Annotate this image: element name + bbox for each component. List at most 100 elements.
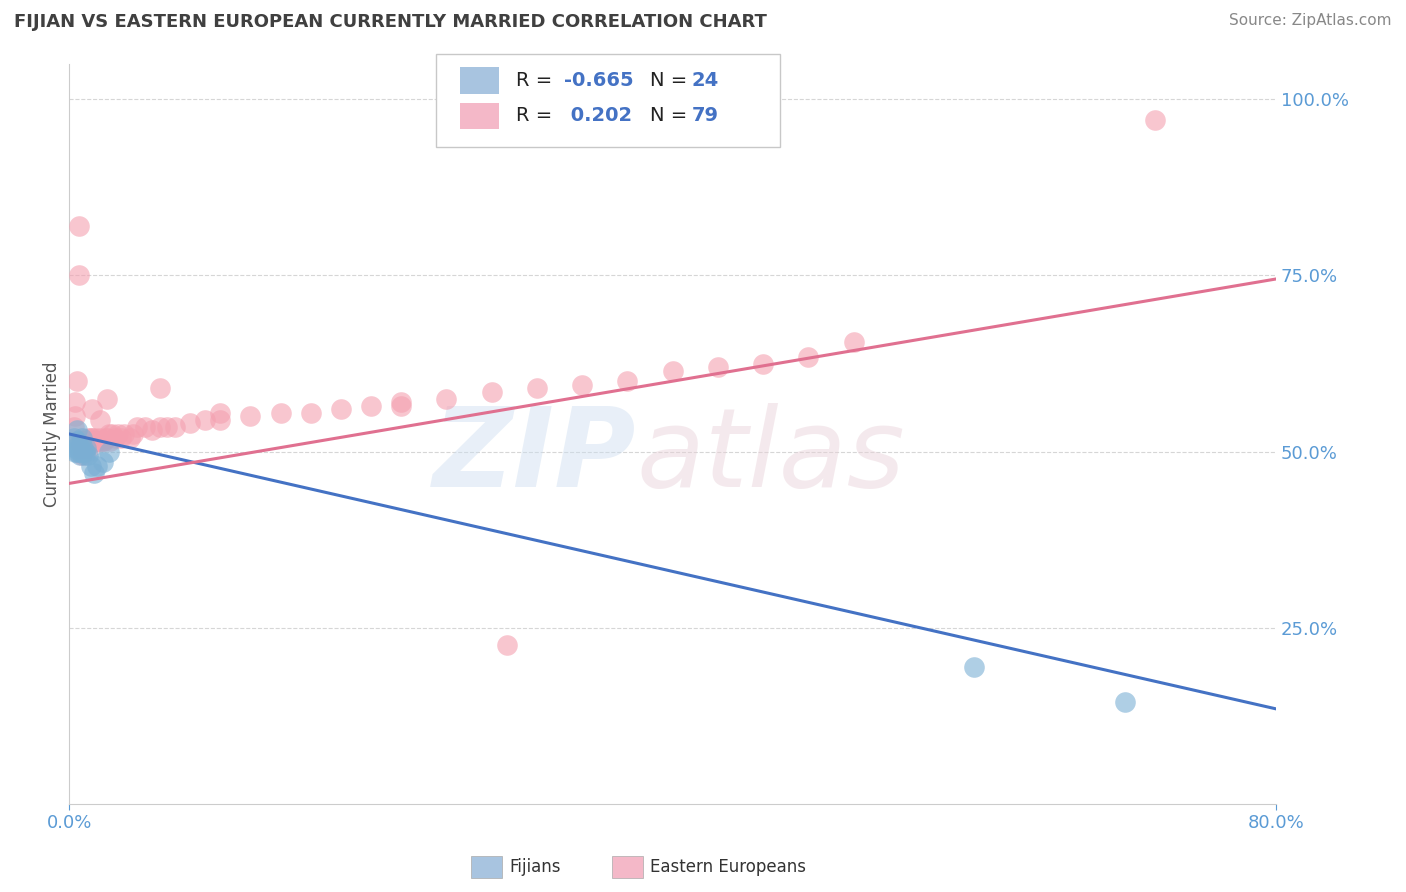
- Point: [73, 444, 96, 458]
- Point: [127, 420, 149, 434]
- Point: [67, 441, 90, 455]
- Point: [80, 402, 103, 417]
- Point: [110, 431, 132, 445]
- Text: 79: 79: [692, 106, 718, 126]
- Point: [481, 384, 503, 399]
- Point: [80, 434, 103, 448]
- Point: [209, 413, 232, 427]
- Point: [66, 374, 89, 388]
- Point: [70, 441, 93, 455]
- Text: N =: N =: [650, 70, 693, 90]
- Point: [69, 448, 91, 462]
- Text: -0.665: -0.665: [564, 70, 634, 90]
- Point: [91, 455, 114, 469]
- Point: [141, 424, 163, 438]
- Point: [72, 444, 94, 458]
- Point: [83, 434, 105, 448]
- Point: [72, 434, 94, 448]
- Point: [96, 431, 118, 445]
- Point: [389, 395, 412, 409]
- Point: [76, 448, 98, 462]
- Point: [661, 363, 683, 377]
- Point: [1144, 113, 1167, 128]
- Point: [72, 441, 94, 455]
- Point: [1114, 695, 1136, 709]
- Point: [163, 420, 186, 434]
- Point: [707, 360, 730, 375]
- Point: [121, 427, 143, 442]
- Point: [86, 458, 108, 473]
- Text: FIJIAN VS EASTERN EUROPEAN CURRENTLY MARRIED CORRELATION CHART: FIJIAN VS EASTERN EUROPEAN CURRENTLY MAR…: [14, 13, 766, 31]
- Point: [76, 434, 98, 448]
- Text: N =: N =: [650, 106, 693, 126]
- Text: Fijians: Fijians: [509, 858, 561, 876]
- Point: [360, 399, 382, 413]
- Point: [67, 268, 90, 283]
- Point: [571, 377, 593, 392]
- Text: R =: R =: [516, 106, 558, 126]
- Point: [73, 448, 96, 462]
- Point: [75, 441, 97, 455]
- Point: [963, 659, 986, 673]
- Point: [179, 417, 201, 431]
- Point: [70, 434, 93, 448]
- Point: [80, 431, 103, 445]
- Point: [96, 392, 118, 406]
- Point: [98, 434, 121, 448]
- Point: [67, 437, 90, 451]
- Point: [70, 444, 93, 458]
- Point: [65, 395, 87, 409]
- Point: [70, 448, 93, 462]
- Text: Eastern Europeans: Eastern Europeans: [650, 858, 806, 876]
- Point: [75, 437, 97, 451]
- Point: [83, 466, 105, 480]
- Point: [389, 399, 412, 413]
- Point: [77, 434, 100, 448]
- Point: [91, 434, 114, 448]
- Y-axis label: Currently Married: Currently Married: [44, 361, 60, 507]
- Point: [194, 413, 217, 427]
- Point: [66, 424, 89, 438]
- Point: [329, 402, 352, 417]
- Text: R =: R =: [516, 70, 558, 90]
- Point: [69, 441, 91, 455]
- Point: [90, 434, 112, 448]
- Point: [299, 406, 322, 420]
- Point: [76, 431, 98, 445]
- Point: [65, 444, 87, 458]
- Point: [84, 431, 107, 445]
- Point: [63, 420, 86, 434]
- Point: [239, 409, 262, 424]
- Point: [66, 444, 89, 458]
- Point: [87, 434, 110, 448]
- Point: [107, 427, 129, 442]
- Text: atlas: atlas: [637, 402, 905, 509]
- Point: [752, 357, 775, 371]
- Point: [100, 427, 122, 442]
- Point: [149, 381, 172, 395]
- Point: [104, 431, 127, 445]
- Point: [842, 335, 865, 350]
- Point: [63, 431, 86, 445]
- Point: [89, 431, 111, 445]
- Point: [65, 409, 87, 424]
- Point: [75, 441, 97, 455]
- Point: [156, 420, 179, 434]
- Point: [70, 431, 93, 445]
- Text: Source: ZipAtlas.com: Source: ZipAtlas.com: [1229, 13, 1392, 29]
- Point: [149, 420, 172, 434]
- Point: [97, 427, 120, 442]
- Point: [73, 441, 96, 455]
- Point: [77, 441, 100, 455]
- Point: [526, 381, 548, 395]
- Point: [616, 374, 638, 388]
- Point: [86, 434, 108, 448]
- Point: [79, 431, 101, 445]
- Point: [797, 350, 820, 364]
- Point: [67, 219, 90, 234]
- Point: [66, 434, 89, 448]
- Point: [69, 434, 91, 448]
- Point: [134, 420, 156, 434]
- Point: [73, 434, 96, 448]
- Text: ZIP: ZIP: [433, 402, 637, 509]
